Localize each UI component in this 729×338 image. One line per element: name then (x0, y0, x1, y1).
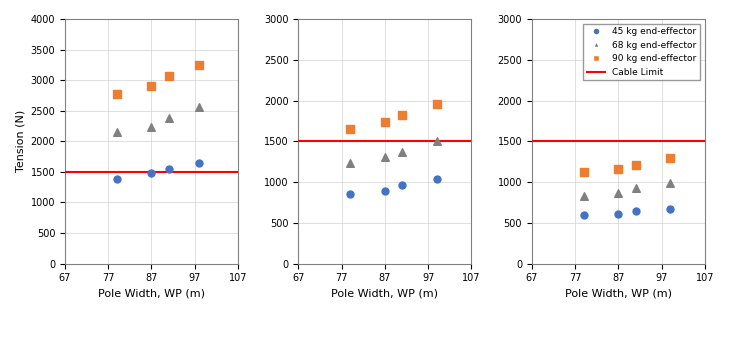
Point (630, 209, 642, 214)
Point (431, 176, 443, 182)
Point (397, 113, 408, 118)
Point (664, 207, 676, 212)
Point (612, 166, 624, 172)
Point (146, 124, 157, 129)
Point (379, 154, 391, 160)
Point (146, 170, 157, 176)
Point (111, 91, 122, 96)
Point (431, 101, 443, 106)
Point (578, 212, 590, 218)
Point (397, 183, 408, 188)
X-axis label: Pole Width, WP (m): Pole Width, WP (m) (332, 289, 438, 299)
Point (379, 119, 391, 124)
Y-axis label: Tension (N): Tension (N) (15, 110, 25, 172)
Point (193, 104, 205, 110)
X-axis label: Pole Width, WP (m): Pole Width, WP (m) (98, 289, 205, 299)
Point (578, 193, 590, 199)
Point (379, 188, 391, 193)
Legend: 45 kg end-effector, 68 kg end-effector, 90 kg end-effector, Cable Limit: 45 kg end-effector, 68 kg end-effector, … (583, 24, 701, 80)
Point (111, 176, 122, 181)
Point (664, 180, 676, 185)
Point (578, 170, 590, 175)
Point (612, 190, 624, 196)
Point (193, 160, 205, 165)
Point (345, 160, 356, 165)
Point (612, 211, 624, 217)
Point (630, 186, 642, 191)
Point (193, 62, 205, 68)
Point (163, 166, 175, 171)
X-axis label: Pole Width, WP (m): Pole Width, WP (m) (565, 289, 672, 299)
Point (163, 115, 175, 121)
Point (664, 156, 676, 161)
Point (111, 129, 122, 135)
Point (345, 192, 356, 197)
Point (146, 83, 157, 88)
Point (345, 126, 356, 132)
Point (630, 162, 642, 167)
Point (431, 139, 443, 144)
Point (397, 149, 408, 154)
Point (163, 74, 175, 79)
